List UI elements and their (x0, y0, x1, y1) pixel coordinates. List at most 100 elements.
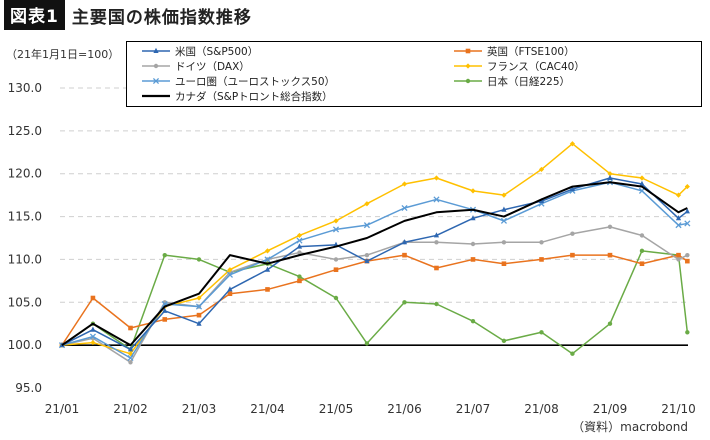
data-point-marker (264, 248, 271, 254)
series-us (59, 174, 690, 352)
data-point-marker (501, 206, 507, 212)
legend-label: ドイツ（DAX） (175, 60, 250, 73)
series-line-ca (61, 181, 688, 347)
x-tick-label: 21/08 (524, 402, 559, 416)
legend-item-de: ドイツ（DAX） (141, 59, 250, 73)
data-point-marker (227, 291, 233, 297)
x-axis: 21/01 21/02 21/03 21/04 21/05 21/06 21/07 21/08… (45, 402, 696, 416)
base-note: （21年1月1日=100） (6, 48, 120, 61)
data-point-marker (570, 351, 575, 356)
data-point-marker (264, 256, 271, 263)
data-point-marker (162, 307, 168, 313)
y-tick-label: 100.0 (8, 338, 42, 352)
series-line-eu (61, 181, 688, 359)
data-point-marker (402, 300, 407, 305)
data-point-marker (639, 248, 645, 254)
data-point-marker (264, 266, 271, 272)
data-point-marker (152, 77, 160, 85)
data-point-marker (332, 226, 340, 233)
data-point-marker (333, 295, 339, 301)
data-point-marker (638, 187, 646, 194)
data-point-marker (296, 237, 303, 244)
data-point-marker (162, 317, 168, 322)
data-point-marker (196, 257, 202, 262)
data-point-marker (433, 232, 440, 238)
data-point-marker (434, 265, 439, 271)
legend-swatch (142, 47, 170, 53)
data-point-marker (470, 241, 476, 247)
figure-header: 図表1 主要国の株価指数推移 (0, 0, 252, 30)
x-tick-label: 21/07 (456, 402, 491, 416)
data-point-marker (569, 185, 576, 192)
x-tick-label: 21/02 (113, 402, 148, 416)
x-tick-label: 21/03 (182, 402, 217, 416)
data-point-marker (297, 278, 302, 284)
series-eu (58, 179, 691, 362)
data-point-marker (227, 267, 233, 273)
data-point-marker (364, 201, 370, 207)
legend-item-fr: フランス（CAC40） (453, 59, 585, 73)
data-point-marker (501, 338, 507, 344)
data-point-marker (333, 218, 339, 224)
legend: 米国（S&P500） 英国（FTSE100） ドイツ（DAX） フランス（CAC40）… (126, 41, 702, 107)
y-tick-label: 105.0 (8, 295, 42, 309)
data-point-marker (465, 78, 471, 84)
y-tick-label: 110.0 (8, 252, 42, 266)
data-point-marker (265, 287, 270, 292)
data-point-marker (470, 318, 476, 324)
data-point-marker (90, 295, 96, 301)
y-tick-label: 125.0 (8, 124, 42, 138)
legend-label: 日本（日経225） (487, 75, 571, 88)
data-point-marker (364, 341, 370, 346)
data-point-marker (539, 330, 544, 335)
legend-swatch (454, 63, 482, 69)
data-point-marker (196, 320, 202, 326)
data-point-marker (675, 192, 682, 198)
data-point-marker (675, 222, 682, 229)
data-point-marker (401, 204, 408, 212)
legend-label: フランス（CAC40） (487, 60, 585, 73)
legend-swatch (142, 63, 170, 69)
data-point-marker (402, 252, 407, 258)
legend-item-uk: 英国（FTSE100） (453, 44, 575, 58)
gridlines (60, 87, 688, 346)
series-line-de (61, 226, 688, 364)
data-point-marker (227, 286, 233, 292)
data-point-marker (500, 217, 507, 224)
data-point-marker (465, 63, 471, 69)
data-point-marker (607, 171, 613, 177)
data-point-marker (639, 233, 645, 238)
legend-item-ca: カナダ（S&Pトロント総合指数） (141, 89, 333, 103)
figure-number-tag: 図表1 (4, 0, 65, 30)
legend-swatch (142, 77, 170, 85)
legend-swatch (142, 94, 170, 98)
data-point-marker (501, 261, 507, 267)
legend-swatch (454, 48, 482, 54)
series-ca (61, 181, 688, 347)
series-group (58, 141, 691, 365)
data-point-marker (538, 197, 545, 204)
x-tick-label: 21/01 (45, 402, 80, 416)
data-point-marker (196, 312, 202, 318)
data-point-marker (607, 224, 613, 230)
data-point-marker (162, 252, 167, 258)
source-note: （資料）macrobond (572, 420, 688, 434)
data-point-marker (128, 360, 133, 365)
data-point-marker (639, 175, 645, 181)
data-point-marker (470, 215, 476, 221)
data-point-marker (539, 257, 544, 262)
data-point-marker (434, 240, 439, 245)
data-point-marker (90, 326, 96, 332)
data-point-marker (570, 231, 575, 236)
data-point-marker (538, 166, 545, 173)
data-point-marker (676, 252, 681, 258)
data-point-marker (153, 47, 159, 53)
data-point-marker (539, 240, 544, 245)
data-point-marker (297, 250, 302, 255)
data-point-marker (196, 295, 202, 301)
legend-item-eu: ユーロ圏（ユーロストックス50） (141, 74, 335, 88)
legend-item-jp: 日本（日経225） (453, 74, 570, 88)
y-tick-label: 115.0 (8, 210, 42, 224)
series-line-uk (61, 254, 688, 346)
